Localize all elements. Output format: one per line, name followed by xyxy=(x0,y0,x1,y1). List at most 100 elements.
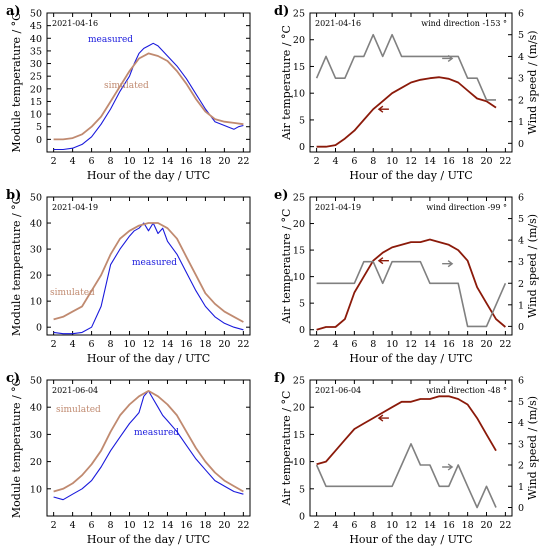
y-tick-label: 20 xyxy=(293,35,305,46)
y-tick-label: 10 xyxy=(293,457,305,468)
x-tick-label: 18 xyxy=(199,156,211,167)
y2-axis-label: Wind speed / (m/s) xyxy=(526,30,539,134)
x-tick-label: 10 xyxy=(123,520,135,531)
y2-tick-label: 1 xyxy=(518,482,524,493)
y-tick-label: 0 xyxy=(299,325,305,336)
x-tick-label: 18 xyxy=(199,520,211,531)
panel-a: 2 4 6 8 10 12 14 16 18 20 2205101520253035404550a)… xyxy=(6,4,251,182)
x-tick-label: 6 xyxy=(89,339,95,350)
date-label: 2021-04-19 xyxy=(52,203,98,212)
wind-direction-label: wind direction -99 ° xyxy=(426,203,507,212)
y-tick-label: 25 xyxy=(293,9,305,20)
x-tick-label: 10 xyxy=(123,339,135,350)
x-tick-label: 4 xyxy=(332,339,338,350)
y2-tick-label: 0 xyxy=(518,139,524,150)
y2-tick-label: 0 xyxy=(518,503,524,514)
x-tick-label: 12 xyxy=(405,339,417,350)
y-tick-label: 10 xyxy=(30,484,42,495)
x-tick-label: 22 xyxy=(237,339,249,350)
air-temperature-arrow xyxy=(377,257,389,265)
x-tick-label: 22 xyxy=(237,520,249,531)
y2-tick-label: 2 xyxy=(518,461,524,472)
x-tick-label: 16 xyxy=(443,339,455,350)
wind-speed-arrow xyxy=(442,463,454,471)
x-tick-label: 14 xyxy=(424,339,436,350)
y-tick-label: 50 xyxy=(30,376,42,387)
y2-tick-label: 5 xyxy=(518,30,524,41)
x-axis-label: Hour of the day / UTC xyxy=(349,352,472,365)
series-line-simulated xyxy=(53,390,244,493)
y2-tick-label: 6 xyxy=(518,9,524,20)
y-tick-label: 30 xyxy=(30,245,42,256)
x-tick-label: 22 xyxy=(499,520,511,531)
x-tick-label: 20 xyxy=(480,520,492,531)
x-tick-label: 10 xyxy=(123,156,135,167)
x-tick-label: 2 xyxy=(314,520,320,531)
y-tick-label: 25 xyxy=(30,72,42,83)
series-line-air-temperature xyxy=(316,238,506,331)
annotation-simulated: simulated xyxy=(50,288,95,298)
x-tick-label: 14 xyxy=(161,520,173,531)
y-tick-label: 20 xyxy=(293,219,305,230)
x-tick-label: 2 xyxy=(51,520,57,531)
y-tick-label: 5 xyxy=(299,115,305,126)
y-tick-label: 10 xyxy=(293,272,305,283)
y-tick-label: 10 xyxy=(293,89,305,100)
series-line-measured xyxy=(53,42,244,151)
y-axis-label: Air temperature / °C xyxy=(280,209,293,325)
x-axis-label: Hour of the day / UTC xyxy=(87,352,210,365)
y-tick-label: 25 xyxy=(293,376,305,387)
panel-label: f) xyxy=(274,371,286,386)
wind-direction-label: wind direction -153 ° xyxy=(421,19,507,28)
x-tick-label: 10 xyxy=(386,156,398,167)
x-tick-label: 2 xyxy=(51,156,57,167)
y2-axis-label: Wind speed / (m/s) xyxy=(526,396,539,500)
y-tick-label: 0 xyxy=(299,142,305,153)
y2-tick-label: 3 xyxy=(518,257,524,268)
x-tick-label: 2 xyxy=(51,339,57,350)
air-temperature-arrow xyxy=(377,414,389,422)
y-tick-label: 15 xyxy=(293,430,305,441)
annotation-measured: measured xyxy=(132,258,177,268)
y-tick-label: 10 xyxy=(30,110,42,121)
y-axis-label: Module temperature / °C xyxy=(10,378,23,518)
y-axis-label: Air temperature / °C xyxy=(280,391,293,507)
x-tick-label: 4 xyxy=(70,156,76,167)
y-tick-label: 30 xyxy=(30,59,42,70)
x-tick-label: 4 xyxy=(332,156,338,167)
y2-tick-label: 3 xyxy=(518,439,524,450)
series-line-air-temperature xyxy=(316,76,497,148)
x-tick-label: 6 xyxy=(351,156,357,167)
x-tick-label: 6 xyxy=(89,156,95,167)
y2-tick-label: 6 xyxy=(518,193,524,204)
annotation-simulated: simulated xyxy=(56,405,101,415)
x-tick-label: 2 xyxy=(314,156,320,167)
x-tick-label: 20 xyxy=(218,520,230,531)
x-tick-label: 18 xyxy=(462,520,474,531)
plot-frame xyxy=(46,379,251,517)
y-axis-label: Air temperature / °C xyxy=(280,25,293,141)
date-label: 2021-06-04 xyxy=(315,386,361,395)
y-tick-label: 30 xyxy=(30,430,42,441)
y-tick-label: 20 xyxy=(30,457,42,468)
y-axis-label: Module temperature / °C xyxy=(10,196,23,336)
x-tick-label: 20 xyxy=(480,156,492,167)
x-tick-label: 16 xyxy=(443,156,455,167)
y-tick-label: 40 xyxy=(30,34,42,45)
y2-axis-label: Wind speed / (m/s) xyxy=(526,214,539,318)
x-tick-label: 6 xyxy=(351,339,357,350)
panel-label: c) xyxy=(6,371,20,386)
y2-tick-label: 4 xyxy=(518,236,524,247)
date-label: 2021-04-19 xyxy=(315,203,361,212)
series-line-air-temperature xyxy=(316,395,497,466)
x-tick-label: 14 xyxy=(424,156,436,167)
air-temperature-arrow xyxy=(377,105,389,113)
x-tick-label: 8 xyxy=(108,520,114,531)
y2-tick-label: 2 xyxy=(518,95,524,106)
x-tick-label: 12 xyxy=(405,156,417,167)
x-tick-label: 22 xyxy=(499,339,511,350)
y-tick-label: 50 xyxy=(30,9,42,20)
panel-b: 2 4 6 8 10 12 14 16 18 20 22 0 10 20 30 40 50 b) 2021-04-1… xyxy=(6,188,251,365)
x-axis-label: Hour of the day / UTC xyxy=(349,169,472,182)
y-tick-label: 15 xyxy=(30,97,42,108)
